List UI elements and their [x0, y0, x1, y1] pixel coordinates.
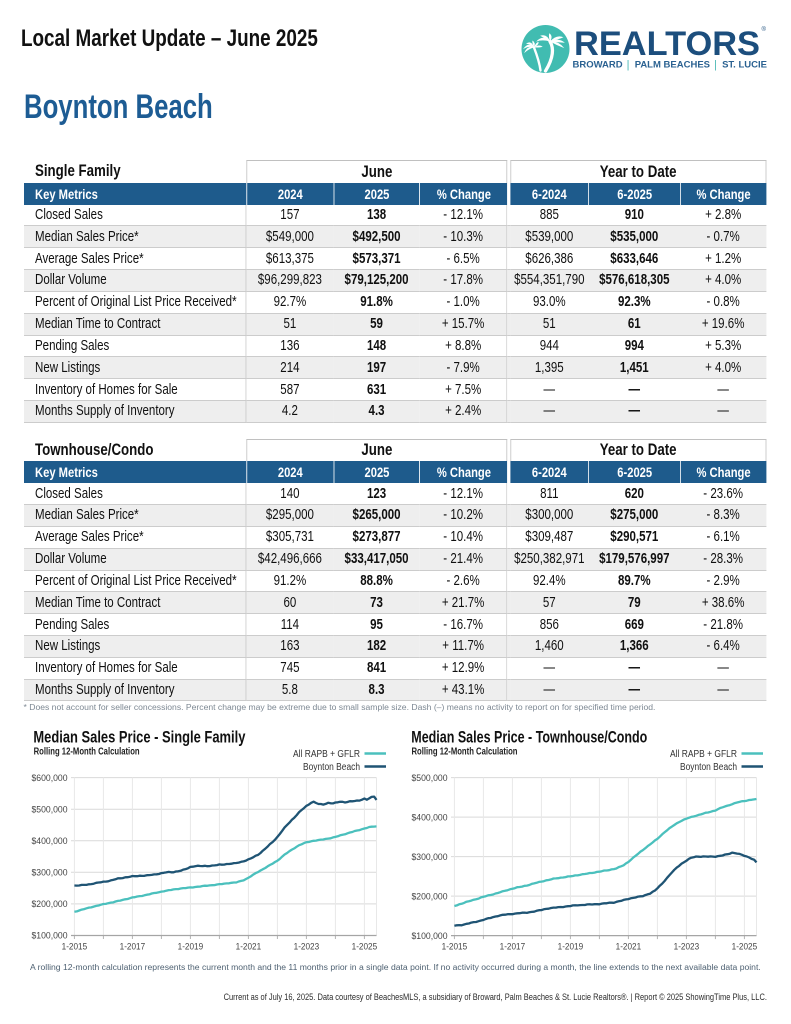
- svg-text:BROWARD: BROWARD: [573, 60, 623, 71]
- svg-text:$400,000: $400,000: [412, 812, 448, 822]
- svg-text:$200,000: $200,000: [412, 891, 448, 901]
- svg-text:$300,000: $300,000: [412, 852, 448, 862]
- svg-text:Rolling 12-Month Calculation: Rolling 12-Month Calculation: [34, 745, 140, 757]
- svg-text:1-2023: 1-2023: [674, 942, 700, 952]
- svg-text:$200,000: $200,000: [32, 899, 68, 909]
- svg-text:Boynton Beach: Boynton Beach: [303, 762, 360, 773]
- svg-text:$500,000: $500,000: [412, 773, 448, 783]
- svg-text:1-2015: 1-2015: [442, 942, 468, 952]
- svg-text:Boynton Beach: Boynton Beach: [680, 762, 737, 773]
- svg-text:1-2021: 1-2021: [236, 942, 262, 952]
- svg-text:|: |: [714, 59, 717, 71]
- svg-text:®: ®: [762, 26, 767, 33]
- svg-text:1-2015: 1-2015: [62, 942, 88, 952]
- svg-text:Median Sales Price - Single Fa: Median Sales Price - Single Family: [33, 729, 245, 747]
- svg-text:ST. LUCIE: ST. LUCIE: [722, 60, 767, 71]
- svg-text:All RAPB + GFLR: All RAPB + GFLR: [670, 749, 737, 760]
- svg-text:|: |: [627, 59, 630, 71]
- svg-text:1-2023: 1-2023: [294, 942, 320, 952]
- svg-text:1-2021: 1-2021: [616, 942, 642, 952]
- svg-text:All RAPB + GFLR: All RAPB + GFLR: [293, 749, 360, 760]
- svg-text:1-2025: 1-2025: [732, 942, 758, 952]
- svg-text:1-2019: 1-2019: [558, 942, 584, 952]
- svg-text:1-2025: 1-2025: [352, 942, 378, 952]
- svg-text:1-2017: 1-2017: [120, 942, 146, 952]
- svg-text:$400,000: $400,000: [32, 836, 68, 846]
- svg-text:1-2017: 1-2017: [500, 942, 526, 952]
- svg-text:$300,000: $300,000: [32, 868, 68, 878]
- svg-text:$100,000: $100,000: [32, 931, 68, 941]
- svg-text:PALM BEACHES: PALM BEACHES: [635, 60, 710, 71]
- svg-text:Rolling 12-Month Calculation: Rolling 12-Month Calculation: [412, 745, 518, 757]
- svg-text:REALTORS: REALTORS: [574, 25, 760, 63]
- svg-text:$500,000: $500,000: [32, 804, 68, 814]
- svg-text:Median Sales Price - Townhouse: Median Sales Price - Townhouse/Condo: [411, 729, 647, 747]
- svg-text:$100,000: $100,000: [412, 931, 448, 941]
- svg-text:1-2019: 1-2019: [178, 942, 204, 952]
- svg-text:$600,000: $600,000: [32, 773, 68, 783]
